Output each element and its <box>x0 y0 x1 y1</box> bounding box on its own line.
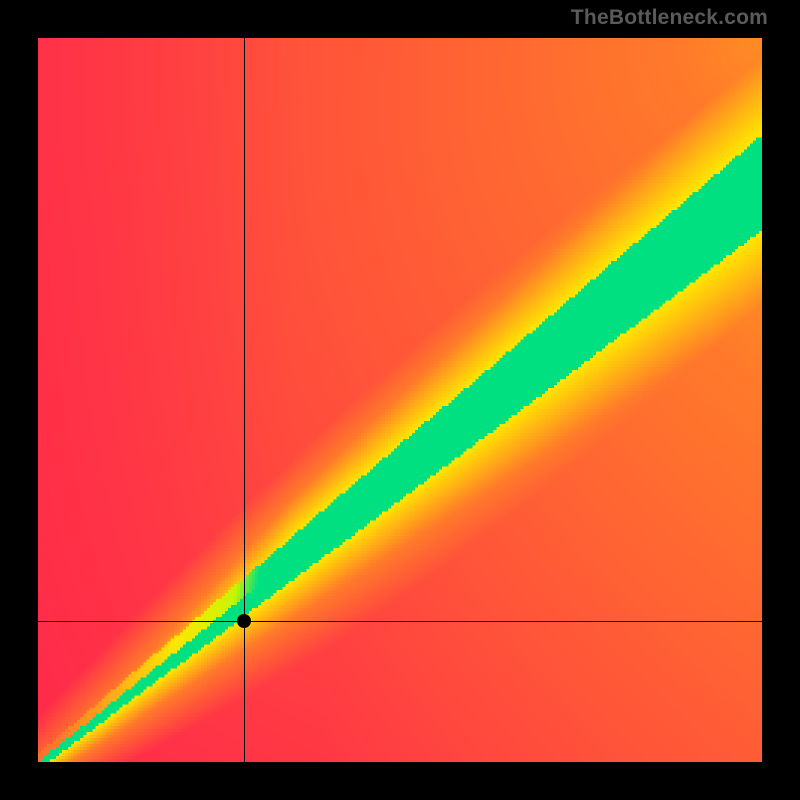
crosshair-horizontal <box>38 621 762 622</box>
watermark-label: TheBottleneck.com <box>571 6 768 30</box>
crosshair-vertical <box>244 38 245 762</box>
heatmap-canvas <box>38 38 762 762</box>
heatmap-plot <box>35 35 765 765</box>
crosshair-marker <box>237 614 251 628</box>
